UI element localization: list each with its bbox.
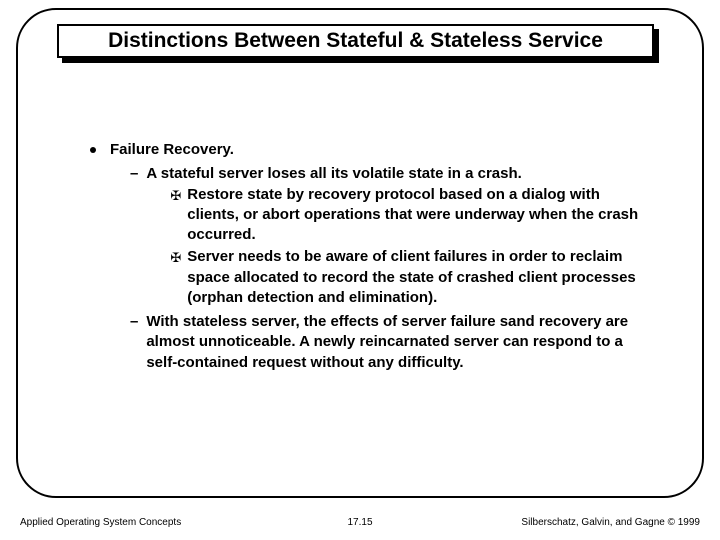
bullet-level-1: Failure Recovery. bbox=[90, 140, 650, 160]
sub2-text: Restore state by recovery protocol based… bbox=[187, 185, 650, 246]
footer-center: 17.15 bbox=[347, 517, 372, 528]
sub-level-1-container: – A stateful server loses all its volati… bbox=[130, 164, 650, 373]
sub1-item: – A stateful server loses all its volati… bbox=[130, 164, 650, 310]
maltese-icon: ✠ bbox=[170, 187, 181, 205]
sub1-text: A stateful server loses all its volatile… bbox=[146, 164, 650, 184]
sub-level-2-container: ✠ Restore state by recovery protocol bas… bbox=[170, 185, 650, 309]
title-box: Distinctions Between Stateful & Stateles… bbox=[57, 24, 654, 58]
bullet-text: Failure Recovery. bbox=[110, 140, 234, 160]
footer: Applied Operating System Concepts 17.15 … bbox=[20, 517, 700, 528]
maltese-icon: ✠ bbox=[170, 249, 181, 267]
sub1-text: With stateless server, the effects of se… bbox=[146, 312, 650, 373]
sub2-item: ✠ Restore state by recovery protocol bas… bbox=[170, 185, 650, 246]
footer-right: Silberschatz, Galvin, and Gagne © 1999 bbox=[521, 517, 700, 528]
sub1-item: – With stateless server, the effects of … bbox=[130, 312, 650, 373]
dash-icon: – bbox=[130, 164, 138, 184]
content-area: Failure Recovery. – A stateful server lo… bbox=[90, 140, 650, 375]
footer-left: Applied Operating System Concepts bbox=[20, 517, 181, 528]
sub2-text: Server needs to be aware of client failu… bbox=[187, 247, 650, 308]
dash-icon: – bbox=[130, 312, 138, 332]
bullet-dot-icon bbox=[90, 147, 96, 153]
sub2-item: ✠ Server needs to be aware of client fai… bbox=[170, 247, 650, 308]
slide-title: Distinctions Between Stateful & Stateles… bbox=[108, 29, 603, 53]
